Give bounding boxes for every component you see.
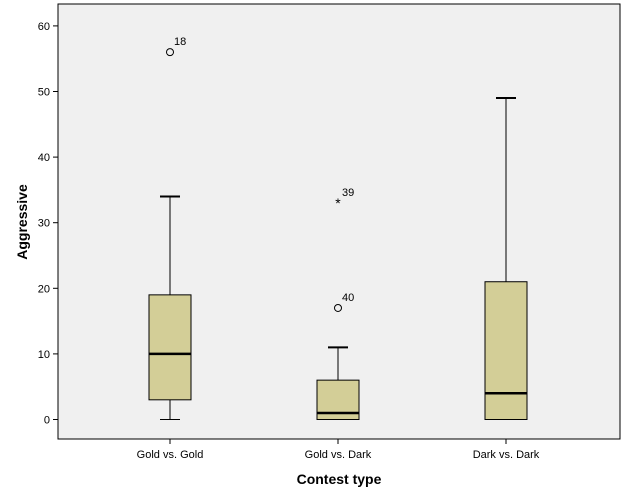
x-tick-label: Gold vs. Gold	[137, 449, 204, 461]
box-group	[484, 97, 528, 420]
outlier-circle	[334, 303, 342, 312]
x-axis: Gold vs. Gold Gold vs. Dark Dark vs. Dark	[137, 439, 540, 461]
plot-area	[57, 3, 621, 440]
box-group: *39 40	[316, 187, 360, 421]
box-iqr	[148, 294, 192, 401]
outlier-label: 18	[174, 36, 186, 48]
box-iqr	[484, 281, 528, 420]
y-axis: 0 10 20 30 40 50 60	[38, 21, 58, 427]
y-tick-label: 40	[38, 152, 50, 164]
x-tick-label: Gold vs. Dark	[305, 449, 372, 461]
outlier-circle	[166, 48, 174, 57]
box-group: 18	[148, 36, 192, 420]
y-tick-label: 60	[38, 21, 50, 33]
boxes: 18 *39 40	[148, 36, 528, 421]
outlier-star: *	[335, 195, 341, 211]
y-tick-label: 30	[38, 218, 50, 230]
outlier-label: 40	[342, 292, 354, 304]
y-tick-label: 20	[38, 283, 50, 295]
x-axis-label: Contest type	[297, 471, 382, 487]
outlier-label: 39	[342, 187, 354, 199]
y-tick-label: 10	[38, 349, 50, 361]
y-tick-label: 0	[44, 415, 50, 427]
y-tick-label: 50	[38, 87, 50, 99]
y-axis-label: Aggressive	[14, 184, 30, 260]
x-tick-label: Dark vs. Dark	[473, 449, 540, 461]
